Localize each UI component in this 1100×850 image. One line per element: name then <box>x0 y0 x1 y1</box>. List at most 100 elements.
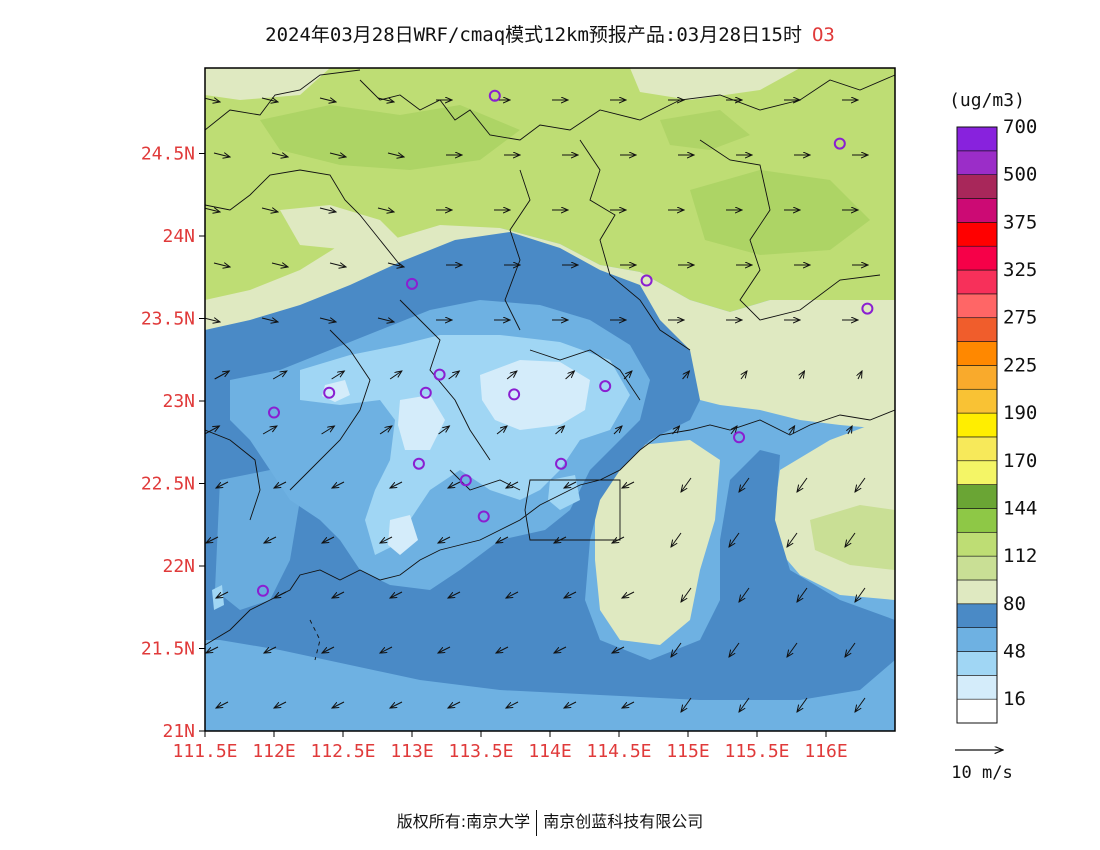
wind-arrow <box>613 426 622 435</box>
colorbar-label: 80 <box>1003 593 1026 615</box>
wind-arrow <box>262 426 277 435</box>
station-marker <box>459 474 472 487</box>
lat-tick-label: 21.5N <box>141 639 195 660</box>
wind-arrow <box>739 477 750 492</box>
colorbar-swatch <box>956 341 998 366</box>
wind-arrow <box>438 646 451 653</box>
wind-arrow <box>797 697 808 712</box>
colorbar-swatch <box>956 531 998 557</box>
wind-arrow <box>855 587 866 602</box>
wind-arrow <box>622 591 635 598</box>
wind-arrow <box>274 591 287 598</box>
wind-arrow <box>682 371 690 380</box>
wind-arrow <box>377 208 394 212</box>
colorbar-swatch <box>956 293 998 319</box>
wind-arrow <box>739 697 750 712</box>
wind-arrow <box>612 646 625 653</box>
lon-tick-label: 113.5E <box>448 741 513 762</box>
colorbar-swatch <box>956 412 998 438</box>
wind-arrow <box>271 263 288 267</box>
wind-arrow <box>205 208 220 212</box>
copyright-company: 南京创蓝科技有限公司 <box>543 812 704 831</box>
wind-arrow <box>377 318 394 322</box>
lon-tick-label: 115E <box>666 741 709 762</box>
wind-arrow <box>729 532 740 547</box>
colorbar-label: 144 <box>1003 497 1037 519</box>
colorbar-label: 375 <box>1003 211 1037 233</box>
station-marker <box>477 510 490 523</box>
wind-arrow <box>438 426 450 435</box>
wind-arrow <box>565 371 575 380</box>
wind-arrow <box>448 591 461 598</box>
station-marker <box>733 431 746 444</box>
wind-arrow <box>321 426 335 435</box>
lon-tick-label: 112E <box>252 741 295 762</box>
colorbar-label: 225 <box>1003 354 1037 376</box>
wind-arrow <box>329 263 346 267</box>
wind-arrow <box>332 701 345 708</box>
lat-tick-label: 22N <box>162 556 195 577</box>
wind-arrow <box>672 426 679 435</box>
colorbar-swatch <box>956 460 998 485</box>
copyright-footer: 版权所有:南京大学 南京创蓝科技有限公司 <box>0 808 1100 836</box>
wind-arrow <box>731 426 737 435</box>
title-text: 2024年03月28日WRF/cmaq模式12km预报产品:03月28日15时 <box>265 24 802 46</box>
wind-arrow <box>390 481 403 488</box>
wind-arrow <box>379 426 392 435</box>
wind-arrow <box>496 646 509 653</box>
wind-arrow <box>206 646 219 653</box>
wind-arrow <box>329 153 346 157</box>
colorbar-label: 700 <box>1003 116 1037 138</box>
lat-tick-label: 24N <box>162 226 195 247</box>
wind-arrow <box>855 477 866 492</box>
wind-arrow <box>622 701 635 708</box>
colorbar-swatch <box>956 317 998 342</box>
wind-arrow <box>322 646 335 653</box>
monitoring-stations <box>256 89 874 597</box>
wind-arrow <box>387 153 404 157</box>
lon-tick-label: 115.5E <box>724 741 789 762</box>
wind-arrow <box>216 591 229 598</box>
colorbar-label: 275 <box>1003 307 1037 329</box>
colorbar-swatch <box>956 555 998 581</box>
wind-arrow <box>264 536 277 543</box>
wind-arrow <box>261 318 278 322</box>
wind-arrow <box>671 532 682 547</box>
wind-arrow <box>205 98 220 102</box>
colorbar-swatch <box>956 603 998 628</box>
station-marker <box>861 302 874 315</box>
wind-arrow <box>389 371 402 380</box>
station-marker <box>268 406 280 419</box>
map-title: 2024年03月28日WRF/cmaq模式12km预报产品:03月28日15时 O… <box>0 20 1100 47</box>
colorbar-swatch <box>956 508 998 533</box>
colorbar-swatch <box>956 388 998 414</box>
wind-arrow <box>506 701 519 708</box>
colorbar-label: 112 <box>1003 545 1037 567</box>
wind-arrow <box>331 371 345 380</box>
lon-tick-label: 113E <box>390 741 433 762</box>
lat-tick-label: 24.5N <box>141 144 195 165</box>
colorbar-swatch <box>956 365 998 390</box>
wind-arrow <box>506 371 517 380</box>
wind-arrow <box>205 318 220 322</box>
colorbar-swatch <box>956 436 998 462</box>
wind-arrow <box>271 153 288 157</box>
wind-arrow <box>797 477 808 492</box>
wind-arrow <box>206 536 219 543</box>
colorbar-label: 500 <box>1003 164 1037 186</box>
wind-arrow <box>448 481 461 488</box>
wind-arrow <box>623 371 632 380</box>
colorbar-label: 325 <box>1003 259 1037 281</box>
station-marker <box>488 89 501 102</box>
concentration-field <box>205 68 895 731</box>
colorbar-swatch <box>956 484 998 509</box>
wind-arrow <box>554 646 567 653</box>
wind-arrow <box>848 426 852 435</box>
wind-arrow <box>380 646 393 653</box>
colorbar-label: 16 <box>1003 688 1026 710</box>
wind-arrow <box>564 481 577 488</box>
footer-separator <box>536 809 538 836</box>
wind-arrow <box>845 642 856 657</box>
wind-arrow <box>438 536 451 543</box>
